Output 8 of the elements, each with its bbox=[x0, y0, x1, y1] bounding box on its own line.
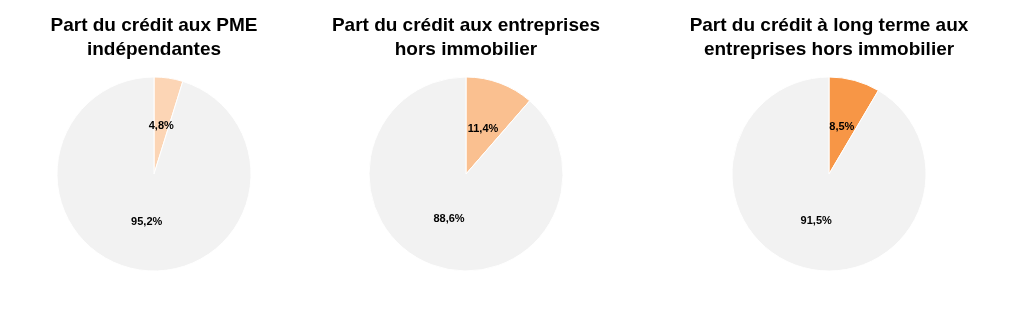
chart-title: Part du crédit aux PME indépendantes bbox=[49, 13, 259, 61]
data-label: 91,5% bbox=[800, 213, 833, 226]
data-label: 88,6% bbox=[433, 212, 465, 225]
chart-title: Part du crédit à long terme aux entreprises hors immobilier bbox=[688, 13, 970, 61]
data-label: 11,4% bbox=[467, 121, 499, 134]
data-label: 95,2% bbox=[131, 214, 163, 227]
data-label: 4,8% bbox=[148, 119, 175, 132]
chart-title: Part du crédit aux entreprises hors immobilier bbox=[330, 13, 602, 61]
